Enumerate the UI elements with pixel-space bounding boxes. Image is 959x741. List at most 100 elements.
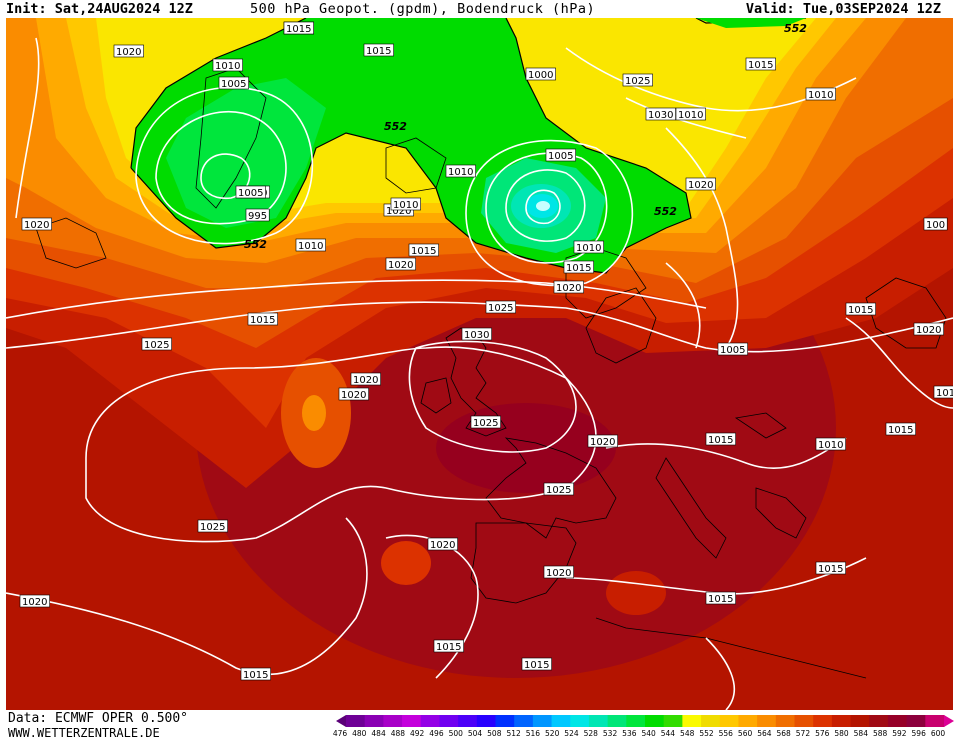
geopot-label: 552 [244,238,267,251]
isobar-label: 1030 [645,107,676,121]
svg-text:1015: 1015 [566,263,591,274]
colorbar-label: 488 [390,729,406,738]
svg-text:1020: 1020 [22,597,47,608]
svg-text:1015: 1015 [436,642,461,653]
isobar-1020-nw [15,37,40,219]
isobar-1020-sw [6,517,368,676]
colorbar-swatch [551,715,571,727]
colorbar-label: 576 [815,729,830,738]
isobar-1020-e [605,437,847,469]
colorbar-swatch [813,715,833,727]
colorbar-label: 504 [467,729,483,738]
isobar-1005-e [485,152,608,264]
svg-text:1020: 1020 [116,47,141,58]
isobar-label: 1015 [745,57,776,71]
colorbar-label: 492 [409,729,425,738]
colorbar-label: 600 [930,729,946,738]
svg-text:1000: 1000 [528,70,553,81]
colorbar-swatch [869,715,889,727]
colorbar-label: 528 [583,729,598,738]
coast-canada [35,217,107,269]
isobar-1005-ne [665,262,701,349]
data-source: Data: ECMWF OPER 0.500° [8,711,189,726]
isobar-label: 1025 [197,519,228,533]
isobar-label: 1020 [543,565,574,579]
colorbar-swatch [346,715,366,727]
isobar-1020-ne [625,97,747,139]
geopot-label: 552 [384,120,407,133]
colorbar-swatch [495,715,515,727]
svg-text:1010: 1010 [808,90,833,101]
map-footer: Data: ECMWF OPER 0.500° WWW.WETTERZENTRA… [0,710,959,741]
colorbar-swatch [887,715,908,727]
colorbar-labels: 476 480 484 488 492 496 500 504 508 512 516 520 524 5… [333,729,952,741]
isobar-label: 1005 [717,342,748,356]
isobar-label: 1015 [247,312,278,326]
isobar-label: 1020 [385,257,416,271]
svg-text:1015: 1015 [286,24,311,35]
svg-text:1010: 1010 [678,110,703,121]
colorbar-label: 520 [545,729,560,738]
isobar-1015-s [385,534,479,679]
svg-text:1015: 1015 [748,60,773,71]
colorbar-swatch [794,715,814,727]
svg-text:1020: 1020 [386,206,411,217]
svg-text:1015: 1015 [524,660,549,671]
isobar-1015-n [6,279,707,319]
colorbar-swatch [645,715,665,727]
colorbar-label: 524 [564,729,579,738]
svg-text:1010: 1010 [393,200,418,211]
isobar-label: 1015 [521,657,552,671]
map-header: Init: Sat,24AUG2024 12Z 500 hPa Geopot. … [0,0,959,20]
svg-text:1020: 1020 [688,180,713,191]
isobar-label: 1020 [19,594,50,608]
isobar-label: 1020 [21,217,52,231]
svg-text:1015: 1015 [250,315,275,326]
colorbar-swatch [719,715,739,727]
coast-france [485,437,617,539]
svg-text:1030: 1030 [648,110,673,121]
coast-britain [445,327,507,437]
colorbar-swatch [607,715,627,727]
svg-text:1015: 1015 [848,305,873,316]
colorbar-swatch [383,715,403,727]
isobar-label: 1005 [218,76,249,90]
svg-text:1015: 1015 [243,670,268,681]
field-blob-2 [381,541,431,585]
coast-iceland [385,137,447,194]
isobar-label: 1010 [933,385,953,399]
isobar-label: 1020 [427,537,458,551]
isobar-label: 1025 [622,73,653,87]
colorbar-swatch [775,715,795,727]
colorbar [336,715,954,727]
isobar-1010-far-e [845,317,953,409]
isobar-label: 1010 [445,164,476,178]
colorbar-swatch [532,715,553,727]
svg-text:1010: 1010 [936,388,953,399]
field-blob-3 [606,571,666,615]
colorbar-swatch [925,715,945,727]
svg-text:1020: 1020 [24,220,49,231]
colorbar-label: 592 [892,729,907,738]
colorbar-label: 496 [429,729,444,738]
coast-italy [655,457,727,559]
colorbar-swatch [402,715,422,727]
svg-text:1020: 1020 [341,390,366,401]
colorbar-swatch [831,715,852,727]
svg-text:1005: 1005 [238,188,263,199]
isobar-995-e [525,189,561,225]
svg-text:1015: 1015 [411,246,436,257]
colorbar-label: 556 [718,729,733,738]
svg-text:1025: 1025 [546,485,571,496]
isobar-label: 1020 [350,372,381,386]
colorbar-label: 552 [699,729,714,738]
colorbar-label: 596 [911,729,926,738]
colorbar-swatch [738,715,758,727]
colorbar-swatch [701,715,721,727]
svg-text:1020: 1020 [353,375,378,386]
isobar-label: 1010 [805,87,836,101]
isobar-1020-n [6,301,953,353]
low-core-3 [536,201,550,211]
isobars [6,37,953,710]
coast-scandinavia-south [585,287,657,364]
